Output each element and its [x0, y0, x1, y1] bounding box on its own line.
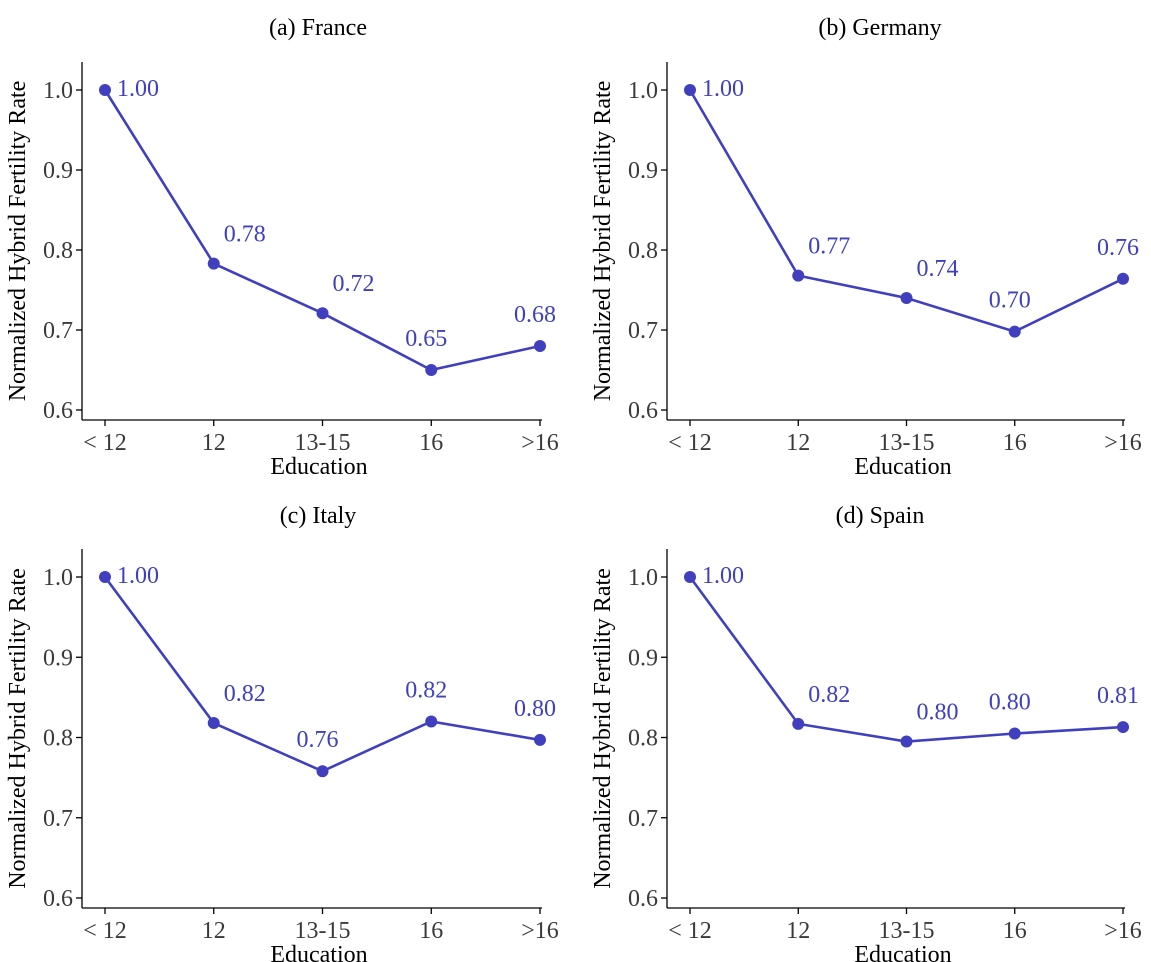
x-tick-label: 12	[202, 918, 226, 944]
data-label: 0.80	[514, 696, 556, 722]
data-label: 0.82	[405, 677, 447, 703]
y-tick-label: 0.8	[43, 726, 73, 752]
x-axis-title: Education	[854, 942, 951, 962]
data-point	[792, 269, 805, 282]
x-tick-label: 12	[786, 918, 810, 944]
x-tick-label: >16	[521, 430, 559, 456]
data-label: 0.80	[917, 700, 959, 726]
chart-panel-3: (c) Italy 0.6 0.7 0.8 0.9 1.0 < 12 12 13-15 16 >16…	[5, 503, 559, 962]
y-tick-label: 0.8	[628, 238, 658, 264]
y-axis-title: Normalized Hybrid Fertility Rate	[5, 568, 31, 889]
x-tick-label: 12	[202, 430, 226, 456]
data-label: 0.82	[808, 682, 850, 708]
series-line	[103, 89, 541, 372]
x-tick-label: >16	[1104, 430, 1142, 456]
y-tick-label: 0.6	[628, 398, 658, 424]
y-tick-label: 0.9	[43, 645, 73, 671]
x-tick-label: 16	[419, 430, 443, 456]
data-label: 0.77	[808, 234, 850, 260]
data-point	[99, 84, 111, 96]
y-tick-label: 1.0	[628, 78, 658, 104]
data-point	[1008, 325, 1021, 338]
data-point	[534, 733, 546, 746]
x-axis-title: Education	[270, 454, 367, 480]
y-tick-label: 0.8	[628, 726, 658, 752]
data-label: 0.80	[989, 689, 1031, 715]
data-label: 0.65	[405, 326, 447, 352]
data-label: 0.74	[917, 256, 959, 282]
data-point	[534, 340, 546, 352]
x-tick-label: < 12	[83, 918, 127, 944]
y-axis-title: Normalized Hybrid Fertility Rate	[590, 568, 616, 889]
chart-panel-1: (a) France 0.6 0.7 0.8 0.9 1.0 < 12 12 13-15 16 >1…	[5, 15, 559, 480]
y-tick-label: 1.0	[628, 565, 658, 591]
x-tick-label: 13-15	[879, 918, 935, 944]
chart-title: (c) Italy	[280, 503, 357, 529]
chart-title: (b) Germany	[818, 15, 941, 41]
data-label: 0.78	[224, 222, 266, 248]
y-tick-label: 1.0	[43, 78, 73, 104]
data-point	[316, 765, 329, 778]
x-tick-label: 16	[1003, 918, 1027, 944]
data-label: 0.70	[989, 288, 1031, 314]
series-line	[688, 576, 1124, 743]
y-tick-label: 0.6	[43, 398, 73, 424]
y-tick-label: 0.7	[628, 806, 658, 832]
data-point	[684, 84, 696, 96]
data-point	[207, 717, 220, 730]
chart-title: (d) Spain	[836, 503, 925, 529]
data-point	[316, 307, 329, 320]
y-tick-label: 1.0	[43, 565, 73, 591]
data-point	[900, 292, 913, 304]
y-tick-label: 0.7	[43, 806, 73, 832]
x-tick-label: 13-15	[295, 918, 351, 944]
x-tick-label: < 12	[83, 430, 127, 456]
x-axis-title: Education	[270, 942, 367, 962]
y-tick-label: 0.7	[628, 318, 658, 344]
chart-panel-4: (d) Spain 0.6 0.7 0.8 0.9 1.0 < 12 12 13-15 16 >16…	[590, 503, 1142, 962]
data-label: 0.81	[1097, 683, 1139, 709]
y-tick-label: 0.6	[628, 886, 658, 912]
data-point	[792, 717, 805, 730]
x-tick-label: 13-15	[879, 430, 935, 456]
x-tick-label: < 12	[668, 918, 712, 944]
data-point	[425, 364, 438, 376]
data-point	[1117, 272, 1129, 285]
data-point	[207, 257, 220, 270]
data-point	[1008, 727, 1021, 740]
data-point	[684, 571, 696, 583]
data-point	[425, 715, 438, 728]
y-tick-label: 0.8	[43, 238, 73, 264]
chart-title: (a) France	[269, 15, 367, 41]
data-label: 0.68	[514, 302, 556, 328]
x-tick-label: 12	[786, 430, 810, 456]
y-tick-label: 0.9	[628, 158, 658, 184]
x-tick-label: < 12	[668, 430, 712, 456]
x-tick-label: 16	[419, 918, 443, 944]
y-axis-title: Normalized Hybrid Fertility Rate	[590, 81, 616, 402]
data-label: 1.00	[702, 563, 744, 589]
x-tick-label: >16	[1104, 918, 1142, 944]
data-label: 1.00	[117, 76, 159, 102]
x-axis-title: Education	[854, 454, 951, 480]
data-label: 0.72	[333, 271, 375, 297]
y-axis-title: Normalized Hybrid Fertility Rate	[5, 81, 31, 402]
data-label: 1.00	[702, 76, 744, 102]
data-point	[1117, 721, 1129, 734]
y-tick-label: 0.9	[628, 645, 658, 671]
data-label: 0.82	[224, 681, 266, 707]
data-point	[900, 735, 913, 748]
data-label: 1.00	[117, 563, 159, 589]
data-label: 0.76	[297, 727, 339, 753]
x-tick-label: 16	[1003, 430, 1027, 456]
data-label: 0.76	[1097, 235, 1139, 261]
y-tick-label: 0.9	[43, 158, 73, 184]
y-tick-label: 0.7	[43, 318, 73, 344]
data-point	[99, 571, 111, 583]
y-tick-label: 0.6	[43, 886, 73, 912]
x-tick-label: >16	[521, 918, 559, 944]
x-tick-label: 13-15	[295, 430, 351, 456]
chart-panel-2: (b) Germany 0.6 0.7 0.8 0.9 1.0 < 12 12 13-15 16 >…	[590, 15, 1142, 480]
